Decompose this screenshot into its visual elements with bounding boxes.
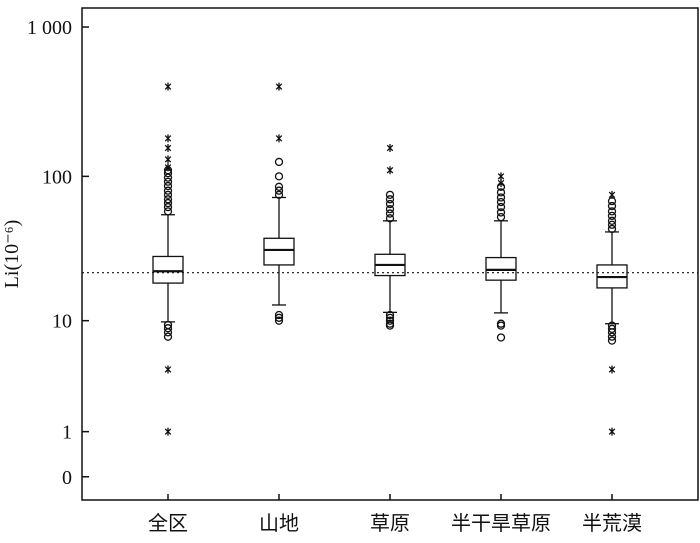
- outlier-circle: [274, 310, 284, 320]
- outlier-star: [164, 155, 172, 164]
- outlier-circle: [385, 310, 395, 320]
- outlier-circle: [385, 205, 395, 214]
- x-tick-label: 半荒漠: [582, 512, 642, 535]
- outlier-circle: [607, 224, 617, 234]
- y-axis-label: Li(10⁻⁶): [1, 220, 23, 289]
- outlier-circle: [385, 316, 395, 325]
- outlier-circle: [163, 328, 173, 337]
- outlier-circle: [607, 220, 617, 229]
- outlier-circle: [274, 313, 284, 322]
- outlier-circle: [274, 316, 284, 325]
- y-tick-label: 1 000: [27, 17, 72, 39]
- outlier-star: [275, 82, 283, 91]
- outlier-circle: [607, 207, 617, 216]
- y-tick-label: 100: [42, 166, 72, 188]
- outlier-star: [386, 166, 394, 175]
- x-tick-label: 草原: [370, 512, 410, 535]
- outlier-star: [164, 427, 172, 436]
- outlier-circle: [385, 321, 395, 330]
- outlier-circle: [607, 211, 617, 221]
- outlier-circle: [163, 332, 173, 341]
- outlier-circle: [385, 313, 395, 322]
- outlier-circle: [163, 177, 173, 186]
- outlier-circle: [163, 207, 173, 216]
- x-tick-label: 山地: [259, 512, 299, 535]
- y-tick-label: 10: [52, 311, 72, 333]
- outlier-circle: [163, 198, 173, 208]
- y-tick-label: 1: [62, 422, 72, 444]
- outlier-circle: [496, 188, 506, 197]
- outlier-circle: [607, 324, 617, 334]
- outlier-circle: [496, 197, 506, 207]
- outlier-circle: [163, 190, 173, 200]
- outlier-circle: [163, 324, 173, 333]
- outlier-circle: [274, 186, 284, 195]
- outlier-circle: [274, 182, 284, 191]
- y-tick-label: 0: [62, 467, 72, 489]
- outlier-circle: [274, 172, 284, 181]
- outlier-circle: [163, 195, 173, 204]
- outlier-star: [164, 82, 172, 91]
- outlier-circle: [607, 332, 617, 341]
- outlier-star: [164, 144, 172, 153]
- outlier-circle: [607, 216, 617, 225]
- outlier-circle: [385, 214, 395, 223]
- outlier-circle: [163, 202, 173, 212]
- outlier-circle: [607, 336, 617, 345]
- outlier-star: [164, 365, 172, 374]
- x-tick-label: 全区: [148, 512, 188, 535]
- box: [263, 237, 295, 266]
- outlier-circle: [163, 186, 173, 195]
- outlier-star: [608, 427, 616, 436]
- outlier-circle: [385, 199, 395, 209]
- outlier-star: [608, 190, 616, 199]
- outlier-circle: [607, 328, 617, 337]
- outlier-circle: [274, 190, 284, 200]
- outlier-circle: [274, 157, 284, 167]
- outlier-star: [275, 134, 283, 143]
- box: [152, 255, 184, 284]
- outlier-star: [386, 144, 394, 153]
- x-tick-label: 半干旱草原: [451, 512, 551, 535]
- outlier-star: [608, 365, 616, 374]
- outlier-star: [497, 179, 505, 188]
- outlier-star: [497, 172, 505, 181]
- outlier-star: [164, 163, 172, 172]
- outlier-circle: [385, 190, 395, 200]
- outlier-circle: [496, 208, 506, 217]
- outlier-circle: [385, 195, 395, 204]
- outlier-circle: [496, 333, 506, 342]
- outlier-circle: [496, 193, 506, 202]
- outlier-circle: [385, 209, 395, 218]
- outlier-circle: [496, 202, 506, 212]
- outlier-circle: [496, 321, 506, 330]
- outlier-circle: [163, 181, 173, 191]
- outlier-star: [164, 134, 172, 143]
- outlier-circle: [607, 201, 617, 211]
- outlier-circle: [496, 212, 506, 222]
